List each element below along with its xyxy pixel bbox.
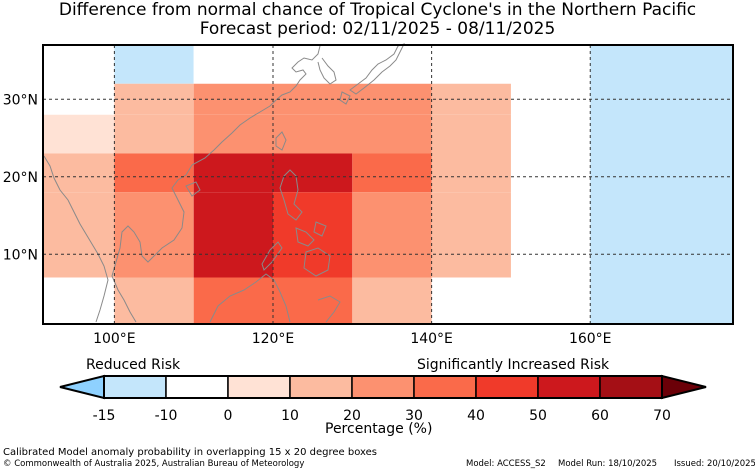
colorbar-tick-label: 10 (281, 408, 299, 424)
colorbar-segment (413, 375, 477, 399)
colorbar-segment (599, 375, 663, 399)
title-line-2: Forecast period: 02/11/2025 - 08/11/2025 (199, 19, 556, 39)
coastline-visayas (295, 221, 327, 247)
lon-tick-label: 120°E (252, 331, 295, 347)
colorbar-segment (227, 375, 291, 399)
colorbar-tick-label: 0 (224, 408, 233, 424)
anomaly-cell (114, 192, 194, 231)
footer-issued: Issued: 20/10/2025 (674, 459, 755, 469)
map-frame (42, 44, 734, 325)
coastline-palawan (261, 241, 283, 271)
colorbar-tick-label: 70 (653, 408, 671, 424)
coastline-luzon (279, 169, 303, 221)
coastline-taiwan (275, 131, 287, 151)
title-line-1: Difference from normal chance of Tropica… (58, 0, 697, 20)
anomaly-cell (114, 277, 194, 324)
anomaly-cell (352, 277, 432, 324)
colorbar-segment (289, 375, 353, 399)
colorbar-axis-label: Percentage (%) (325, 421, 433, 437)
colorbar-segment (103, 375, 167, 399)
anomaly-cell (193, 45, 273, 84)
anomaly-cell (43, 192, 115, 231)
anomaly-cell (114, 114, 194, 154)
coastline-hainan (185, 181, 201, 197)
anomaly-cell (43, 114, 115, 154)
lat-tick-label: 10°N (3, 247, 38, 263)
colorbar-segment (475, 375, 539, 399)
colorbar-tick-label: 30 (405, 408, 423, 424)
colorbar-tick-label: -10 (155, 408, 178, 424)
footer-model: Model: ACCESS_S2 (466, 459, 546, 469)
anomaly-cell (273, 192, 353, 231)
colorbar-segment (537, 375, 601, 399)
anomaly-cell (193, 114, 432, 154)
colorbar-tick-label: 50 (529, 408, 547, 424)
coastline-borneo (209, 273, 291, 323)
coastline-sulawesi (317, 295, 341, 323)
anomaly-cell (43, 153, 115, 193)
coastline-mindanao (303, 247, 331, 277)
footer-model-run: Model Run: 18/10/2025 (558, 459, 658, 469)
anomaly-cell (510, 277, 591, 324)
anomaly-cell (431, 114, 511, 154)
anomaly-cell (590, 45, 733, 324)
colorbar-tick-label: 20 (343, 408, 361, 424)
lon-tick-label: 160°E (569, 331, 612, 347)
anomaly-cell (193, 192, 273, 231)
anomaly-cell (114, 153, 194, 193)
anomaly-cells (43, 45, 733, 324)
graticule (43, 45, 733, 324)
coastline-kyushu (339, 91, 351, 105)
anomaly-cell (43, 45, 115, 84)
lat-tick-label: 30°N (3, 92, 38, 108)
coastline-myanmar (43, 155, 109, 323)
colorbar: -15 -10 0 10 20 30 40 50 60 70 (59, 374, 707, 424)
lon-tick-label: 140°E (410, 331, 453, 347)
coastline-china (191, 45, 321, 166)
footer-note: Calibrated Model anomaly probability in … (3, 447, 378, 458)
colorbar-segment (351, 375, 415, 399)
colorbar-tick-label: -15 (93, 408, 116, 424)
colorbar-right-label: Significantly Increased Risk (417, 357, 610, 373)
coastline-korea (317, 57, 337, 85)
footer-copyright: © Commonwealth of Australia 2025, Austra… (3, 459, 305, 469)
colorbar-extend-high (661, 374, 707, 400)
anomaly-cell (352, 192, 432, 231)
colorbar-tick-label: 60 (591, 408, 609, 424)
anomaly-cell (352, 153, 432, 193)
anomaly-cell (43, 231, 115, 278)
lat-tick-label: 20°N (3, 170, 38, 186)
lon-tick-label: 100°E (93, 331, 136, 347)
anomaly-cell (431, 153, 511, 193)
anomaly-cell (114, 45, 194, 84)
colorbar-tick-label: 40 (467, 408, 485, 424)
colorbar-frame (103, 375, 663, 399)
anomaly-cell (431, 192, 511, 231)
colorbar-extend-low (59, 374, 105, 400)
colorbar-left-label: Reduced Risk (86, 357, 181, 373)
colorbar-segment (165, 375, 229, 399)
